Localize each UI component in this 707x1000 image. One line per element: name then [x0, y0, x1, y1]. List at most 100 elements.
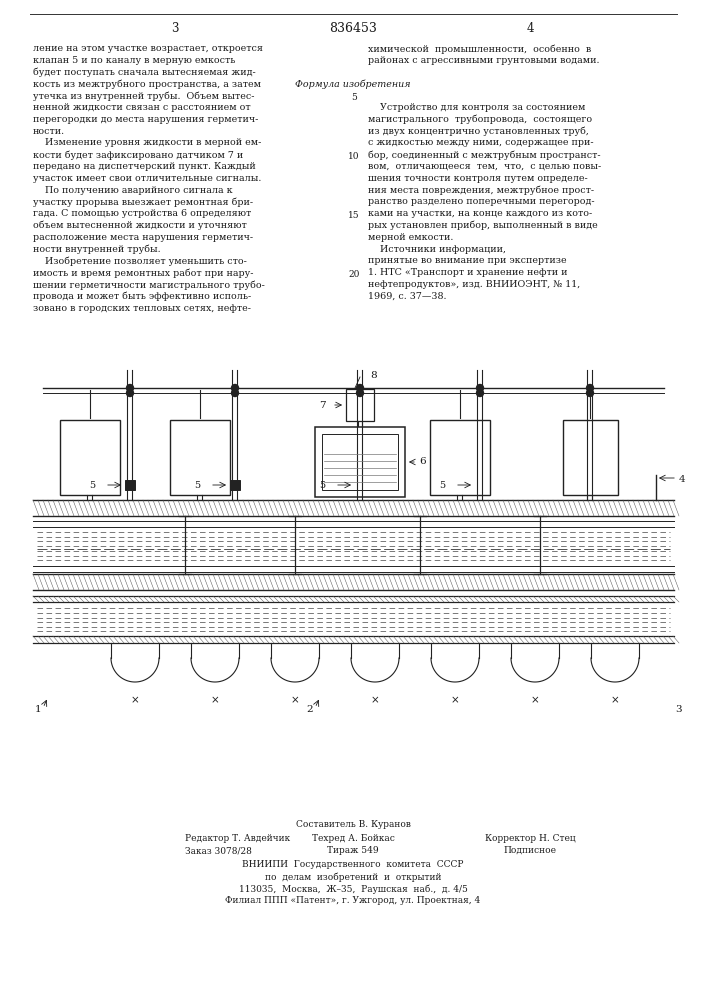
Bar [60, 420, 120, 495]
Text: ×: × [291, 695, 299, 705]
Text: 15: 15 [348, 211, 360, 220]
Text: 4: 4 [679, 476, 686, 485]
Circle shape [356, 384, 363, 391]
Text: кость из межтрубного пространства, а затем: кость из межтрубного пространства, а зат… [33, 79, 261, 89]
Text: 1969, с. 37—38.: 1969, с. 37—38. [368, 292, 447, 301]
Text: с жидкостью между ними, содержащее при-: с жидкостью между ними, содержащее при- [368, 138, 594, 147]
Text: нефтепродуктов», изд. ВНИИОЭНТ, № 11,: нефтепродуктов», изд. ВНИИОЭНТ, № 11, [368, 280, 580, 289]
Bar [563, 420, 618, 495]
Bar [315, 427, 405, 497]
Text: 4: 4 [526, 21, 534, 34]
Text: Тираж 549: Тираж 549 [327, 846, 379, 855]
Text: ×: × [450, 695, 460, 705]
Text: Изменение уровня жидкости в мерной ем-: Изменение уровня жидкости в мерной ем- [33, 138, 262, 147]
Text: ВНИИПИ  Государственного  комитета  СССР: ВНИИПИ Государственного комитета СССР [243, 860, 464, 869]
Text: ление на этом участке возрастает, откроется: ление на этом участке возрастает, открое… [33, 44, 263, 53]
Text: кости будет зафиксировано датчиком 7 и: кости будет зафиксировано датчиком 7 и [33, 150, 243, 160]
Text: будет поступать сначала вытесняемая жид-: будет поступать сначала вытесняемая жид- [33, 68, 256, 77]
Text: 5: 5 [319, 481, 325, 489]
Text: Техред А. Бойкас: Техред А. Бойкас [312, 834, 395, 843]
Text: Подписное: Подписное [503, 846, 556, 855]
Text: химической  промышленности,  особенно  в: химической промышленности, особенно в [368, 44, 591, 53]
Text: имость и время ремонтных работ при нару-: имость и время ремонтных работ при нару- [33, 268, 254, 278]
Text: шении герметичности магистрального трубо-: шении герметичности магистрального трубо… [33, 280, 265, 290]
Text: бор, соединенный с межтрубным пространст-: бор, соединенный с межтрубным пространст… [368, 150, 601, 160]
Text: 6: 6 [419, 458, 426, 466]
Text: ×: × [131, 695, 139, 705]
Text: 1. НТС «Транспорт и хранение нефти и: 1. НТС «Транспорт и хранение нефти и [368, 268, 568, 277]
Bar [430, 420, 490, 495]
Text: Изобретение позволяет уменьшить сто-: Изобретение позволяет уменьшить сто- [33, 256, 247, 266]
Text: По получению аварийного сигнала к: По получению аварийного сигнала к [33, 186, 233, 195]
Text: шения точности контроля путем определе-: шения точности контроля путем определе- [368, 174, 588, 183]
Text: передано на диспетчерский пункт. Каждый: передано на диспетчерский пункт. Каждый [33, 162, 256, 171]
Text: 10: 10 [349, 152, 360, 161]
Bar [355, 480, 365, 490]
Text: ности внутренней трубы.: ности внутренней трубы. [33, 245, 160, 254]
Text: ками на участки, на конце каждого из кото-: ками на участки, на конце каждого из кот… [368, 209, 592, 218]
Text: принятые во внимание при экспертизе: принятые во внимание при экспертизе [368, 256, 566, 265]
Circle shape [231, 389, 238, 396]
Text: Редактор Т. Авдейчик: Редактор Т. Авдейчик [185, 834, 290, 843]
Text: Корректор Н. Стец: Корректор Н. Стец [485, 834, 575, 843]
Text: 113035,  Москва,  Ж–35,  Раушская  наб.,  д. 4/5: 113035, Москва, Ж–35, Раушская наб., д. … [238, 884, 467, 894]
Text: 1: 1 [35, 706, 41, 714]
Bar [475, 480, 485, 490]
Text: ×: × [211, 695, 219, 705]
Text: Заказ 3078/28: Заказ 3078/28 [185, 846, 252, 855]
Text: мерной емкости.: мерной емкости. [368, 233, 453, 242]
Text: Устройство для контроля за состоянием: Устройство для контроля за состоянием [368, 103, 585, 112]
Text: ×: × [370, 695, 380, 705]
Text: ранство разделено поперечными перегород-: ранство разделено поперечными перегород- [368, 197, 595, 206]
Text: по  делам  изобретений  и  открытий: по делам изобретений и открытий [264, 872, 441, 882]
Text: ния места повреждения, межтрубное прост-: ния места повреждения, межтрубное прост- [368, 186, 594, 195]
Bar [230, 480, 240, 490]
Text: Филиал ППП «Патент», г. Ужгород, ул. Проектная, 4: Филиал ППП «Патент», г. Ужгород, ул. Про… [226, 896, 481, 905]
Text: расположение места нарушения герметич-: расположение места нарушения герметич- [33, 233, 253, 242]
Text: магистрального  трубопровода,  состоящего: магистрального трубопровода, состоящего [368, 115, 592, 124]
Text: 3: 3 [676, 706, 682, 714]
Circle shape [477, 389, 484, 396]
Text: 8: 8 [370, 370, 377, 379]
Text: Источники информации,: Источники информации, [368, 245, 506, 254]
Circle shape [477, 384, 484, 391]
Bar [322, 434, 398, 490]
Text: рых установлен прибор, выполненный в виде: рых установлен прибор, выполненный в вид… [368, 221, 597, 231]
Bar [170, 420, 230, 495]
Bar [585, 480, 595, 490]
Text: гада. С помощью устройства 6 определяют: гада. С помощью устройства 6 определяют [33, 209, 251, 218]
Bar [346, 389, 374, 421]
Text: 5: 5 [89, 481, 95, 489]
Text: ненной жидкости связан с расстоянием от: ненной жидкости связан с расстоянием от [33, 103, 250, 112]
Circle shape [231, 384, 238, 391]
Text: участок имеет свои отличительные сигналы.: участок имеет свои отличительные сигналы… [33, 174, 262, 183]
Text: 5: 5 [351, 93, 357, 102]
Text: 7: 7 [320, 400, 326, 410]
Text: клапан 5 и по каналу в мерную емкость: клапан 5 и по каналу в мерную емкость [33, 56, 235, 65]
Text: утечка из внутренней трубы.  Объем вытес-: утечка из внутренней трубы. Объем вытес- [33, 91, 255, 101]
Text: объем вытесненной жидкости и уточняют: объем вытесненной жидкости и уточняют [33, 221, 247, 231]
Text: 2: 2 [307, 706, 313, 714]
Circle shape [587, 389, 593, 396]
Circle shape [587, 384, 593, 391]
Circle shape [127, 389, 134, 396]
Text: 20: 20 [349, 270, 360, 279]
Text: 3: 3 [171, 21, 179, 34]
Bar [125, 480, 135, 490]
Text: перегородки до места нарушения герметич-: перегородки до места нарушения герметич- [33, 115, 258, 124]
Text: ×: × [531, 695, 539, 705]
Text: 836453: 836453 [329, 21, 377, 34]
Text: провода и может быть эффективно исполь-: провода и может быть эффективно исполь- [33, 292, 251, 301]
Text: 5: 5 [439, 481, 445, 489]
Text: вом,  отличающееся  тем,  что,  с целью повы-: вом, отличающееся тем, что, с целью повы… [368, 162, 601, 171]
Text: из двух концентрично установленных труб,: из двух концентрично установленных труб, [368, 127, 589, 136]
Text: Формула изобретения: Формула изобретения [296, 79, 411, 89]
Text: районах с агрессивными грунтовыми водами.: районах с агрессивными грунтовыми водами… [368, 56, 600, 65]
Text: ×: × [611, 695, 619, 705]
Circle shape [127, 384, 134, 391]
Text: участку прорыва выезжает ремонтная бри-: участку прорыва выезжает ремонтная бри- [33, 197, 253, 207]
Text: 5: 5 [194, 481, 200, 489]
Text: Составитель В. Куранов: Составитель В. Куранов [296, 820, 411, 829]
Circle shape [356, 389, 363, 396]
Text: зовано в городских тепловых сетях, нефте-: зовано в городских тепловых сетях, нефте… [33, 304, 251, 313]
